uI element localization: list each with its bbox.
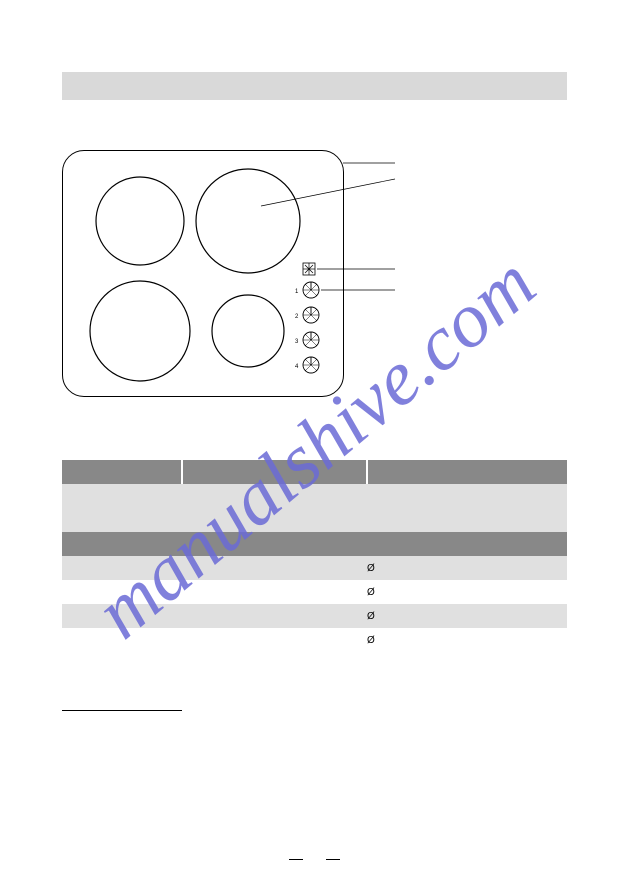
zone-circle <box>196 169 300 273</box>
section-heading-bar <box>62 72 567 100</box>
table-row: Ø <box>62 580 567 604</box>
control-knob <box>303 307 319 323</box>
svg-text:3: 3 <box>295 339 299 345</box>
control-knob <box>303 332 319 348</box>
page: manualshive.com <box>0 0 629 893</box>
svg-text:2: 2 <box>295 314 299 320</box>
table-subheader-row <box>62 532 567 556</box>
zone-circle <box>96 177 184 265</box>
page-number <box>0 853 629 865</box>
zone-circle <box>90 281 190 381</box>
svg-text:1: 1 <box>295 289 299 295</box>
table-row <box>62 508 567 532</box>
svg-text:4: 4 <box>295 364 299 370</box>
diameter-icon: Ø <box>367 563 375 574</box>
zone-circle <box>212 295 284 367</box>
diameter-icon: Ø <box>367 611 375 622</box>
control-knob <box>303 357 319 373</box>
table-row: Ø <box>62 604 567 628</box>
control-knob <box>303 282 319 298</box>
diameter-icon: Ø <box>367 635 375 646</box>
table-header-row <box>62 460 567 484</box>
table-row: Ø <box>62 556 567 580</box>
leader-line <box>261 179 395 206</box>
hob-diagram: 1 2 3 4 <box>62 150 344 397</box>
diameter-icon: Ø <box>367 587 375 598</box>
footnote-rule <box>62 710 182 711</box>
specs-table: Ø Ø Ø Ø <box>62 460 567 652</box>
table-row <box>62 484 567 508</box>
table-row: Ø <box>62 628 567 652</box>
